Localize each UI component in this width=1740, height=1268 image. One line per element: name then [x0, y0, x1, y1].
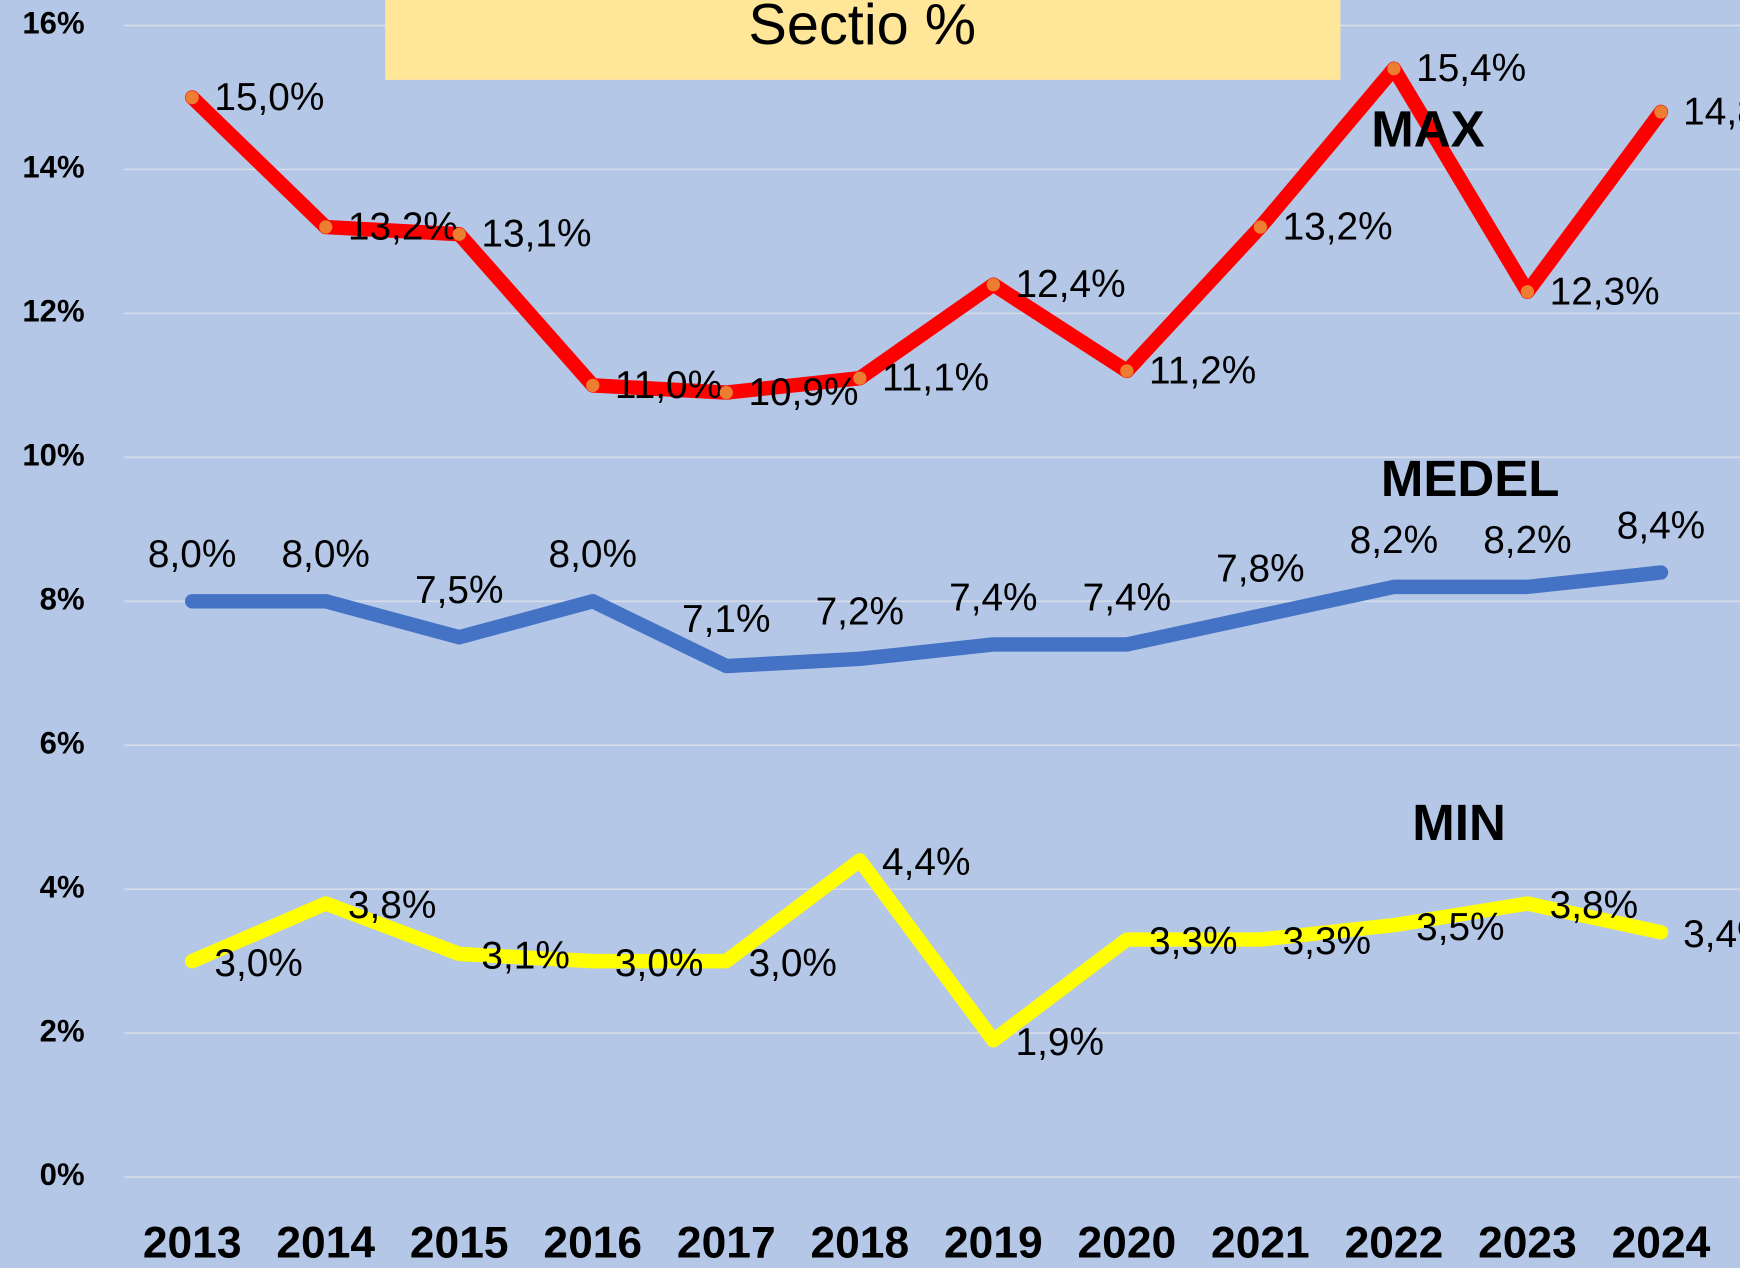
- plot: 15,0% 13,2% 13,1% 11,0% 10,9% 11,1% 12,4% 11,2%…: [148, 47, 1740, 1064]
- data-label: 3,5%: [1416, 906, 1504, 949]
- x-tick-label: 2016: [543, 1219, 642, 1268]
- data-label: 3,3%: [1283, 920, 1371, 963]
- data-label: 3,0%: [748, 942, 836, 985]
- data-label: 15,0%: [214, 76, 324, 119]
- y-tick-label: 4%: [40, 869, 85, 904]
- x-tick-label: 2014: [276, 1219, 375, 1268]
- data-label: 8,0%: [148, 533, 236, 576]
- data-label: 8,0%: [281, 533, 369, 576]
- y-tick-label: 8%: [40, 581, 85, 616]
- data-label: 8,4%: [1617, 504, 1705, 547]
- data-label: 8,2%: [1350, 519, 1438, 562]
- data-label: 13,2%: [348, 205, 458, 248]
- x-tick-label: 2020: [1078, 1219, 1177, 1268]
- title-box: [385, 0, 1341, 80]
- data-label: 14,8%: [1683, 90, 1740, 133]
- x-tick-label: 2021: [1211, 1219, 1310, 1268]
- data-label: 3,0%: [214, 942, 302, 985]
- point-marker: [452, 227, 466, 241]
- x-tick-label: 2017: [677, 1219, 776, 1268]
- y-tick-label: 12%: [22, 294, 84, 329]
- data-label: 7,4%: [1083, 576, 1171, 619]
- series-name: MAX: [1371, 101, 1484, 158]
- data-label: 8,0%: [549, 533, 637, 576]
- point-marker: [319, 220, 333, 234]
- x-tick-label: 2013: [143, 1219, 242, 1268]
- x-tick-label: 2023: [1478, 1219, 1577, 1268]
- data-label: 8,2%: [1483, 519, 1571, 562]
- data-label: 3,3%: [1149, 920, 1237, 963]
- series-line: [184, 565, 1669, 674]
- point-marker: [586, 378, 600, 393]
- data-label: 11,1%: [882, 357, 989, 400]
- data-label: 12,3%: [1550, 270, 1660, 313]
- data-label: 12,4%: [1016, 263, 1126, 306]
- point-marker: [986, 277, 1000, 292]
- x-tick-label: 2024: [1612, 1219, 1711, 1268]
- data-label: 7,8%: [1216, 548, 1304, 591]
- point-marker: [1520, 285, 1535, 299]
- point-marker: [853, 371, 867, 385]
- point-marker: [1387, 62, 1401, 76]
- data-label: 7,1%: [682, 598, 770, 641]
- data-label: 7,5%: [415, 569, 503, 612]
- x-tick-label: 2015: [410, 1219, 509, 1268]
- point-marker: [1253, 220, 1268, 234]
- data-label: 3,0%: [615, 942, 703, 985]
- point-marker: [185, 90, 199, 105]
- data-label: 7,2%: [816, 591, 904, 634]
- chart-title: Sectio %: [748, 0, 976, 57]
- point-marker: [719, 385, 733, 400]
- data-label: 13,2%: [1283, 205, 1393, 248]
- data-label: 3,1%: [481, 935, 569, 978]
- y-tick-label: 16%: [22, 6, 84, 41]
- y-tick-label: 10%: [22, 438, 84, 473]
- data-label: 15,4%: [1416, 47, 1526, 90]
- series-name: MEDEL: [1381, 450, 1560, 507]
- y-tick-label: 14%: [22, 150, 84, 185]
- x-tick-label: 2022: [1345, 1219, 1444, 1268]
- x-tick-label: 2019: [944, 1219, 1043, 1268]
- series-line: [184, 61, 1669, 400]
- series-line: [184, 853, 1669, 1048]
- data-label: 11,0%: [615, 364, 722, 407]
- series-name: MIN: [1412, 794, 1506, 851]
- data-label: 3,4%: [1683, 913, 1740, 956]
- data-label: 3,8%: [1550, 884, 1638, 927]
- x-tick-label: 2018: [810, 1219, 909, 1268]
- data-label: 1,9%: [1016, 1021, 1104, 1064]
- point-marker: [1120, 364, 1134, 378]
- data-label: 4,4%: [882, 841, 970, 884]
- y-tick-label: 0%: [40, 1157, 85, 1192]
- data-label: 10,9%: [748, 371, 858, 414]
- y-tick-label: 6%: [40, 725, 85, 760]
- data-label: 13,1%: [481, 213, 591, 256]
- point-marker: [1654, 105, 1668, 119]
- y-tick-label: 2%: [40, 1013, 85, 1048]
- data-label: 11,2%: [1149, 349, 1256, 392]
- data-label: 3,8%: [348, 884, 436, 927]
- data-label: 7,4%: [949, 576, 1037, 619]
